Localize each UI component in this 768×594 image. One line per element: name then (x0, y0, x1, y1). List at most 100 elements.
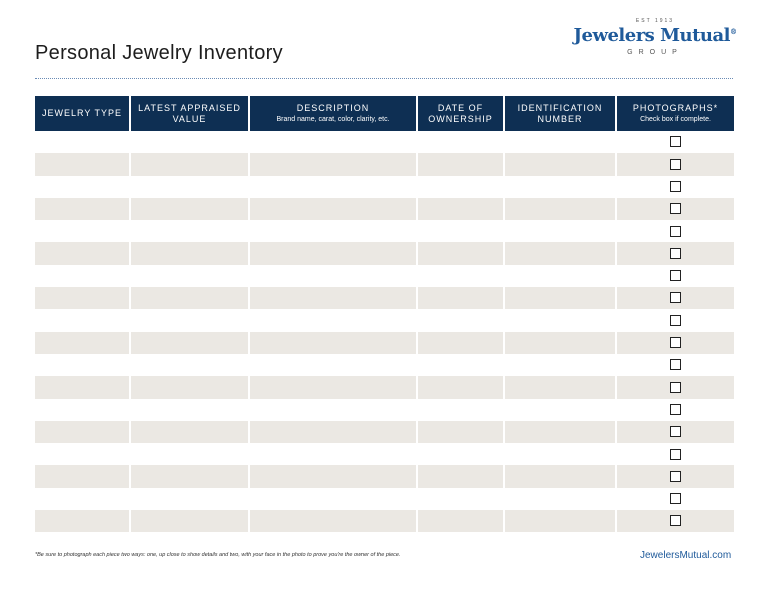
entry-cell[interactable] (129, 131, 249, 154)
entry-cell[interactable] (416, 353, 504, 377)
entry-cell[interactable] (35, 309, 130, 331)
entry-cell[interactable] (35, 220, 130, 242)
entry-cell[interactable] (129, 331, 249, 354)
entry-cell[interactable] (248, 153, 417, 176)
entry-cell[interactable] (416, 264, 504, 288)
entry-cell[interactable] (248, 443, 417, 466)
photo-cell[interactable] (615, 487, 734, 511)
entry-cell[interactable] (129, 443, 249, 466)
photo-cell[interactable] (615, 175, 734, 198)
photo-checkbox[interactable] (670, 493, 681, 505)
entry-cell[interactable] (248, 220, 417, 243)
photo-checkbox[interactable] (670, 515, 681, 527)
entry-cell[interactable] (416, 153, 504, 176)
entry-cell[interactable] (248, 487, 417, 511)
entry-cell[interactable] (35, 242, 130, 265)
entry-cell[interactable] (129, 220, 249, 243)
entry-cell[interactable] (35, 399, 130, 421)
entry-cell[interactable] (35, 131, 130, 153)
entry-cell[interactable] (416, 331, 504, 354)
entry-cell[interactable] (416, 443, 504, 466)
photo-checkbox[interactable] (670, 359, 681, 371)
photo-checkbox[interactable] (670, 270, 681, 282)
photo-cell[interactable] (615, 264, 734, 288)
photo-checkbox[interactable] (670, 470, 681, 482)
entry-cell[interactable] (35, 265, 130, 287)
entry-cell[interactable] (416, 465, 504, 488)
photo-cell[interactable] (615, 420, 734, 444)
entry-cell[interactable] (503, 264, 616, 288)
photo-checkbox[interactable] (670, 292, 681, 304)
entry-cell[interactable] (35, 354, 130, 376)
entry-cell[interactable] (129, 376, 249, 399)
entry-cell[interactable] (503, 353, 616, 377)
entry-cell[interactable] (416, 131, 504, 154)
photo-checkbox[interactable] (670, 247, 681, 259)
entry-cell[interactable] (416, 398, 504, 421)
entry-cell[interactable] (503, 309, 616, 332)
photo-cell[interactable] (615, 331, 734, 354)
photo-checkbox[interactable] (670, 426, 681, 438)
entry-cell[interactable] (503, 487, 616, 511)
photo-cell[interactable] (615, 376, 734, 399)
entry-cell[interactable] (35, 420, 130, 444)
entry-cell[interactable] (35, 287, 130, 310)
entry-cell[interactable] (35, 376, 130, 399)
entry-cell[interactable] (129, 465, 249, 488)
entry-cell[interactable] (248, 197, 417, 221)
entry-cell[interactable] (129, 153, 249, 176)
entry-cell[interactable] (503, 398, 616, 421)
entry-cell[interactable] (416, 510, 504, 533)
entry-cell[interactable] (248, 175, 417, 198)
photo-checkbox[interactable] (670, 448, 681, 460)
photo-checkbox[interactable] (670, 314, 681, 326)
photo-checkbox[interactable] (670, 225, 681, 237)
entry-cell[interactable] (416, 287, 504, 310)
photo-checkbox[interactable] (670, 381, 681, 393)
photo-cell[interactable] (615, 443, 734, 466)
entry-cell[interactable] (416, 487, 504, 511)
photo-cell[interactable] (615, 510, 734, 533)
entry-cell[interactable] (416, 197, 504, 221)
entry-cell[interactable] (416, 420, 504, 444)
entry-cell[interactable] (503, 331, 616, 354)
entry-cell[interactable] (35, 197, 130, 221)
entry-cell[interactable] (503, 287, 616, 310)
entry-cell[interactable] (129, 353, 249, 377)
entry-cell[interactable] (248, 287, 417, 310)
entry-cell[interactable] (248, 398, 417, 421)
entry-cell[interactable] (35, 176, 130, 198)
website-link[interactable]: JewelersMutual.com (640, 550, 732, 561)
entry-cell[interactable] (129, 175, 249, 198)
entry-cell[interactable] (503, 197, 616, 221)
photo-checkbox[interactable] (670, 403, 681, 415)
photo-cell[interactable] (615, 153, 734, 176)
photo-checkbox[interactable] (670, 136, 681, 148)
entry-cell[interactable] (129, 309, 249, 332)
entry-cell[interactable] (248, 510, 417, 533)
entry-cell[interactable] (129, 197, 249, 221)
entry-cell[interactable] (503, 131, 616, 154)
entry-cell[interactable] (129, 264, 249, 288)
photo-cell[interactable] (615, 242, 734, 265)
entry-cell[interactable] (503, 420, 616, 444)
entry-cell[interactable] (503, 220, 616, 243)
entry-cell[interactable] (503, 242, 616, 265)
entry-cell[interactable] (129, 287, 249, 310)
entry-cell[interactable] (503, 153, 616, 176)
entry-cell[interactable] (248, 309, 417, 332)
entry-cell[interactable] (129, 487, 249, 511)
photo-cell[interactable] (615, 131, 734, 154)
photo-checkbox[interactable] (670, 337, 681, 349)
entry-cell[interactable] (248, 353, 417, 377)
entry-cell[interactable] (416, 175, 504, 198)
entry-cell[interactable] (416, 220, 504, 243)
entry-cell[interactable] (416, 242, 504, 265)
photo-cell[interactable] (615, 353, 734, 377)
entry-cell[interactable] (416, 309, 504, 332)
entry-cell[interactable] (248, 264, 417, 288)
entry-cell[interactable] (129, 510, 249, 533)
photo-cell[interactable] (615, 220, 734, 243)
entry-cell[interactable] (35, 465, 130, 488)
entry-cell[interactable] (129, 242, 249, 265)
